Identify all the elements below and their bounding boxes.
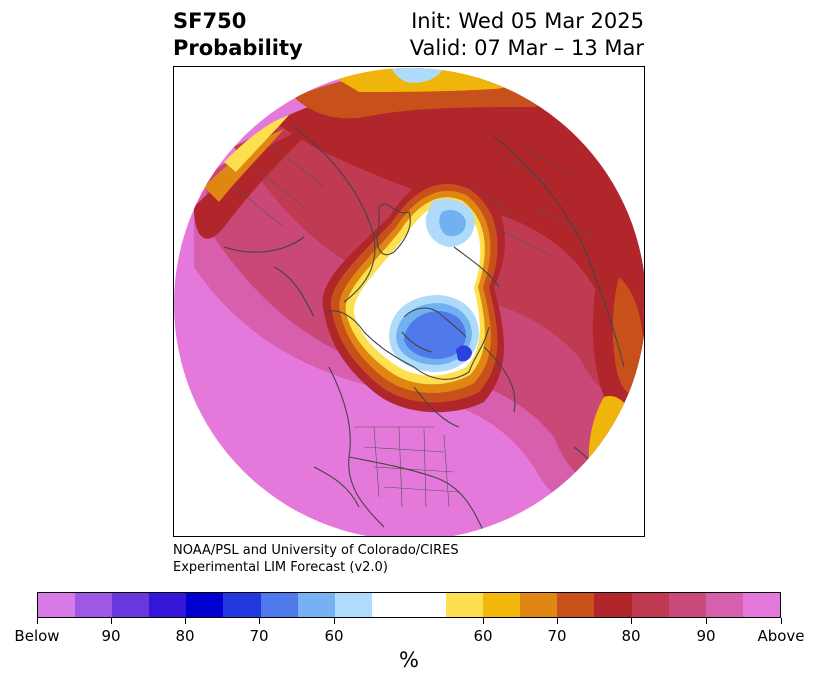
colorbar-cell bbox=[631, 593, 669, 617]
map-title: SF750 Probability bbox=[173, 8, 303, 62]
colorbar bbox=[37, 592, 781, 618]
variable-name: SF750 bbox=[173, 9, 247, 33]
colorbar-tick bbox=[111, 618, 112, 624]
colorbar-tick-label: 90 bbox=[696, 627, 716, 645]
colorbar-cell bbox=[371, 593, 409, 617]
colorbar-tick bbox=[37, 618, 38, 624]
init-date: Init: Wed 05 Mar 2025 bbox=[411, 9, 644, 33]
colorbar-tick bbox=[185, 618, 186, 624]
coastlines bbox=[223, 96, 625, 533]
colorbar-tick-label: Below bbox=[14, 627, 60, 645]
valid-range: Valid: 07 Mar – 13 Mar bbox=[409, 36, 644, 60]
colorbar-cell bbox=[75, 593, 113, 617]
colorbar-tick bbox=[334, 618, 335, 624]
colorbar-tick-label: 80 bbox=[175, 627, 195, 645]
colorbar-tick bbox=[781, 618, 782, 624]
colorbar-tick-label: 60 bbox=[324, 627, 344, 645]
colorbar-cell bbox=[186, 593, 224, 617]
colorbar-cell bbox=[408, 593, 447, 617]
colorbar-cell bbox=[38, 593, 76, 617]
colorbar-cell bbox=[260, 593, 298, 617]
colorbar-tick-label: Above bbox=[757, 627, 805, 645]
colorbar-tick-label: 60 bbox=[473, 627, 493, 645]
map-canvas bbox=[174, 68, 644, 536]
colorbar-cell bbox=[149, 593, 187, 617]
country-borders bbox=[233, 146, 595, 508]
probability-field bbox=[174, 68, 644, 536]
credit-line-2: Experimental LIM Forecast (v2.0) bbox=[173, 560, 388, 575]
colorbar-cell bbox=[742, 593, 780, 617]
field-below-70 bbox=[456, 345, 472, 362]
colorbar-tick-label: 90 bbox=[101, 627, 121, 645]
colorbar-tick bbox=[557, 618, 558, 624]
colorbar-tick bbox=[483, 618, 484, 624]
colorbar-cell bbox=[446, 593, 484, 617]
colorbar-cell bbox=[557, 593, 595, 617]
colorbar-cell bbox=[223, 593, 261, 617]
credit-text: NOAA/PSL and University of Colorado/CIRE… bbox=[173, 542, 459, 576]
field-below-60-north bbox=[439, 210, 466, 237]
colorbar-tick-label: 80 bbox=[621, 627, 641, 645]
colorbar-cell bbox=[520, 593, 558, 617]
probability-map bbox=[173, 66, 645, 537]
colorbar-tick-label: 70 bbox=[547, 627, 567, 645]
colorbar-cell bbox=[483, 593, 521, 617]
colorbar-tick bbox=[631, 618, 632, 624]
colorbar-cell bbox=[705, 593, 743, 617]
colorbar-cell bbox=[112, 593, 150, 617]
colorbar-cell bbox=[334, 593, 372, 617]
colorbar-cell bbox=[594, 593, 632, 617]
colorbar-tick bbox=[259, 618, 260, 624]
metric-name: Probability bbox=[173, 36, 303, 60]
field-west-orange bbox=[204, 129, 284, 202]
colorbar-tick-label: 70 bbox=[249, 627, 269, 645]
colorbar-cell bbox=[297, 593, 335, 617]
forecast-dates: Init: Wed 05 Mar 2025 Valid: 07 Mar – 13… bbox=[410, 8, 644, 62]
credit-line-1: NOAA/PSL and University of Colorado/CIRE… bbox=[173, 543, 459, 558]
field-west-gold bbox=[224, 115, 289, 172]
colorbar-tick bbox=[706, 618, 707, 624]
field-below-top bbox=[389, 68, 444, 83]
colorbar-cell bbox=[668, 593, 706, 617]
field-east-orange bbox=[612, 277, 644, 395]
colorbar-unit: % bbox=[399, 648, 419, 672]
